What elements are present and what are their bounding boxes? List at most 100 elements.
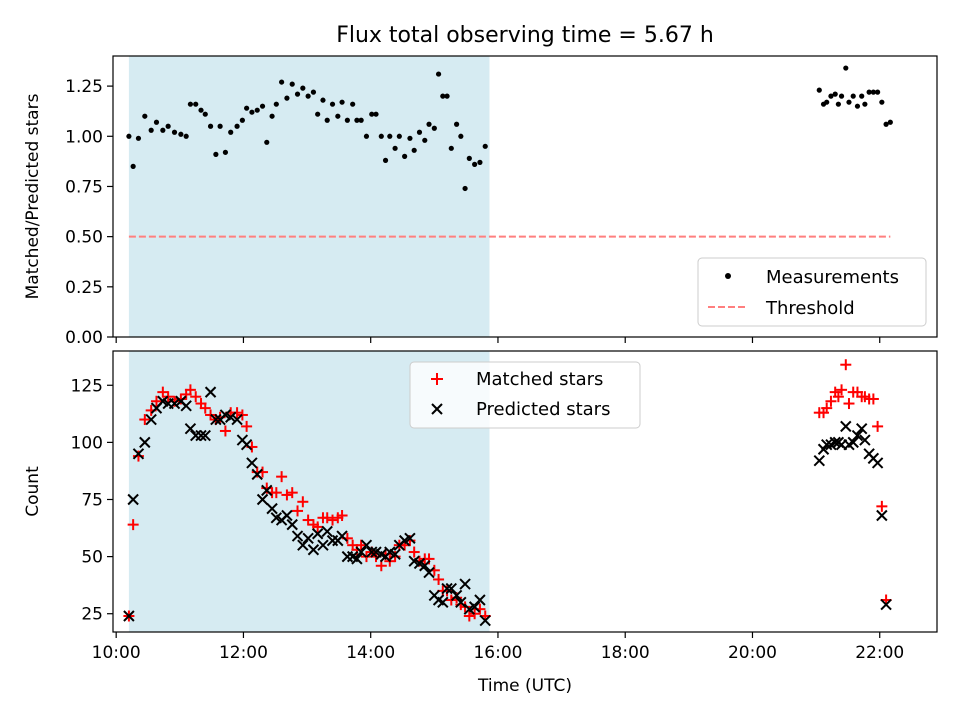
predicted-star-point [307,544,320,556]
matched-star-point [190,391,202,403]
predicted-star-point [321,525,333,538]
y-tick-label: 100 [71,433,103,453]
measurement-point [249,109,255,115]
measurement-point [440,93,446,99]
measurement-points [126,65,893,192]
predicted-star-point [336,530,348,542]
predicted-star-point [419,560,431,572]
count-x-axis-ticks: 10:00 12:00 14:00 16:00 18:00 20:00 22:00 [92,632,904,663]
predicted-star-point [127,493,139,506]
measurement-point [284,95,290,101]
predicted-star-point [474,594,486,606]
legend-matched-label: Matched stars [476,369,603,390]
predicted-star-point [266,502,278,515]
measurement-point [402,153,408,159]
ratio-x-axis-ticks [115,337,881,343]
measurement-point [883,121,889,127]
measurement-point [153,119,160,125]
measurement-point [854,103,861,109]
x-tick-label: 18:00 [601,643,650,663]
predicted-star-point [261,484,273,497]
measurement-point [183,133,189,139]
legend-predicted-label: Predicted stars [476,399,610,420]
measurement-point [315,111,321,117]
measurement-point [392,145,398,151]
measurement-point [482,143,488,149]
measurement-point [387,133,393,139]
predicted-star-point [366,546,378,558]
predicted-star-point [231,413,243,426]
matched-star-point [127,519,139,531]
matched-stars-points [123,359,892,622]
measurement-point [300,85,306,91]
predicted-star-point [847,436,859,449]
predicted-star-point [145,413,157,426]
y-tick-label: 125 [71,376,103,396]
predicted-star-point [821,438,833,451]
measurement-point [217,123,223,129]
matched-star-point [219,425,231,437]
legend-measurements-label: Measurements [766,267,899,288]
measurement-point [382,157,389,163]
measurement-point [193,101,199,107]
x-tick-label: 10:00 [92,643,141,663]
predicted-star-point [204,386,217,398]
legend-threshold-label: Threshold [765,298,855,319]
measurement-point [426,121,432,127]
predicted-star-point [195,429,207,442]
measurement-point [462,185,468,192]
measurement-point [234,123,240,129]
measurement-point [422,137,428,143]
y-tick-label: 50 [81,548,103,568]
predicted-star-point [240,438,253,451]
count-plot-frame [112,350,938,633]
measurement-point [350,101,356,107]
measurement-point [416,129,423,135]
x-tick-label: 14:00 [346,643,395,663]
y-tick-label: 0.50 [65,228,103,248]
predicted-star-point [199,429,211,442]
predicted-star-point [360,539,373,551]
measurement-point [294,91,301,97]
measurement-point [269,113,275,119]
count-legend: Matched stars Predicted stars [409,361,641,429]
measurement-point [870,89,876,95]
measurement-point [835,101,841,107]
predicted-star-point [132,448,145,460]
predicted-star-point [851,429,864,442]
measurement-point [165,123,171,129]
measurement-point [279,79,285,85]
measurement-point [875,89,881,95]
measurement-point [187,101,194,107]
predicted-star-point [291,530,304,542]
measurement-point [879,99,885,105]
measurement-point [329,101,336,107]
predicted-star-point [455,596,467,609]
measurement-point [198,107,204,113]
measurement-point [843,65,849,71]
predicted-star-point [840,420,852,433]
predicted-star-point [813,454,825,467]
measurement-point [862,101,868,107]
predicted-star-point [225,411,237,423]
matched-star-point [327,514,339,526]
predicted-star-point [829,436,841,449]
measurement-point [289,81,295,87]
predicted-star-point [184,422,197,435]
measurement-point [264,139,270,145]
predicted-star-point [297,539,309,551]
measurement-point [222,149,229,155]
y-tick-label: 25 [81,605,103,625]
matched-star-point [270,487,282,499]
y-tick-label: 75 [81,490,103,510]
predicted-star-point [317,539,329,551]
predicted-star-point [871,457,884,469]
matched-star-point [231,407,243,419]
matched-star-point [184,384,196,396]
measurement-point [477,159,483,165]
predicted-star-point [423,566,435,579]
measurement-point [358,117,364,123]
matched-star-point [876,500,888,512]
x-axis-label: Time (UTC) [477,676,572,696]
predicted-star-point [246,457,258,469]
